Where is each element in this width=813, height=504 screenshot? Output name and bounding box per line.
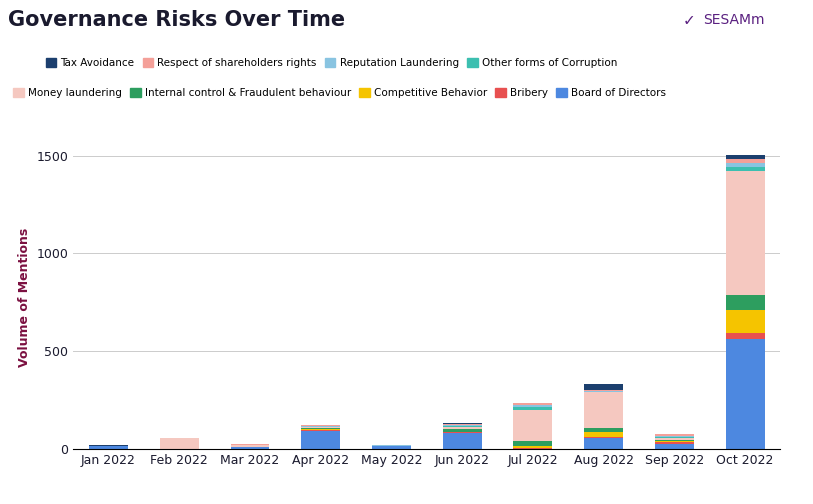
Y-axis label: Volume of Mentions: Volume of Mentions [18,228,31,367]
Bar [443,429,481,432]
Legend: Tax Avoidance, Respect of shareholders rights, Reputation Laundering, Other form: Tax Avoidance, Respect of shareholders r… [46,58,617,68]
Bar [655,442,693,444]
Bar [514,448,552,449]
Text: SESAMm: SESAMm [703,13,765,27]
Text: Governance Risks Over Time: Governance Risks Over Time [8,10,346,30]
Bar [585,392,623,428]
Bar [585,432,623,437]
Bar [726,163,764,167]
Bar [302,427,340,428]
Bar [585,428,623,432]
Bar [726,310,764,334]
Bar [89,446,128,449]
Bar [443,427,481,429]
Bar [514,407,552,410]
Bar [302,429,340,430]
Bar [655,440,693,441]
Bar [302,426,340,427]
Bar [372,446,411,449]
Bar [514,446,552,448]
Bar [726,155,764,159]
Bar [726,334,764,339]
Bar [585,385,623,390]
Bar [585,391,623,392]
Bar [231,444,269,445]
Bar [302,425,340,426]
Bar [655,437,693,438]
Bar [514,403,552,405]
Bar [231,447,269,449]
Bar [514,441,552,446]
Bar [443,432,481,433]
Bar [372,445,411,446]
Legend: Money laundering, Internal control & Fraudulent behaviour, Competitive Behavior,: Money laundering, Internal control & Fra… [13,88,666,98]
Bar [655,441,693,442]
Bar [160,438,198,449]
Bar [726,159,764,163]
Bar [443,425,481,426]
Bar [302,428,340,429]
Bar [585,390,623,391]
Bar [514,405,552,407]
Bar [726,295,764,310]
Bar [655,444,693,449]
Bar [585,438,623,449]
Bar [443,424,481,425]
Bar [514,410,552,441]
Bar [726,170,764,295]
Bar [302,430,340,431]
Bar [443,433,481,449]
Bar [231,445,269,447]
Bar [726,167,764,170]
Bar [655,433,693,434]
Bar [443,423,481,424]
Bar [726,339,764,449]
Bar [585,437,623,438]
Bar [655,436,693,437]
Bar [655,438,693,440]
Bar [655,434,693,436]
Bar [302,431,340,449]
Text: ✓: ✓ [683,13,696,28]
Bar [443,426,481,427]
